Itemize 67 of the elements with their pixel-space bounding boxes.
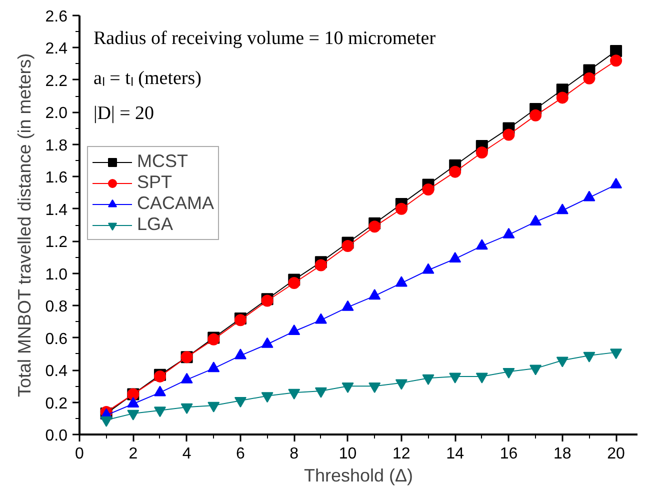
x-tick-label: 20 [607,446,626,462]
y-tick-label: 1.6 [45,170,68,187]
annotation: aₗ = tₗ (meters) [94,68,202,89]
point [261,392,274,403]
legend-label: MCST [137,151,188,172]
point [342,240,354,252]
point [476,146,488,158]
point [610,348,622,360]
point [314,259,327,272]
point [395,202,408,215]
y-tick-label: 0.6 [45,330,68,348]
y-tick-label: 2.0 [45,105,68,122]
x-tick-label: 14 [446,446,464,462]
point [368,382,381,394]
x-tick-label: 4 [182,446,192,462]
point [610,54,622,67]
y-tick-label: 0.2 [45,395,68,412]
x-tick-label: 8 [290,446,299,462]
point [288,277,300,290]
x-tick-label: 2 [128,446,138,462]
point [342,382,354,394]
point [180,403,193,414]
point [288,388,300,400]
y-tick-label: 2.4 [45,40,68,58]
y-tick-label: 1.8 [45,137,68,154]
point [449,372,462,384]
point [556,356,568,368]
point [502,368,515,378]
point [395,379,408,390]
point [208,402,220,412]
y-tick-label: 1.4 [45,202,68,219]
y-tick-label: 2.2 [45,72,68,90]
point [368,220,381,233]
annotation: |D| = 20 [94,103,154,124]
point [234,396,246,408]
point [100,416,112,427]
point [502,128,515,141]
x-tick-label: 16 [500,446,518,462]
legend-label: SPT [137,172,172,193]
y-tick-label: 1.0 [45,266,68,284]
point [530,109,542,122]
point [422,374,434,385]
y-tick-label: 2.6 [45,8,68,26]
point [154,406,166,418]
y-tick-label: 0.0 [45,428,68,444]
point [583,72,596,84]
annotation: Radius of receiving volume = 10 micrometer [94,28,436,49]
x-tick-label: 6 [236,446,246,462]
y-axis-title: Total MNBOT travelled distance (in meters) [14,53,34,398]
point [127,410,140,420]
y-tick-label: 0.8 [45,298,68,316]
x-tick-label: 18 [553,446,572,462]
point [556,92,568,104]
point [583,352,596,362]
legend-label: LGA [137,214,174,235]
point [422,184,434,196]
x-axis-title: Threshold (Δ) [304,466,414,486]
legend-label: CACAMA [137,193,214,214]
point [476,372,488,384]
x-tick-label: 0 [75,446,84,462]
y-tick-label: 1.2 [45,234,68,252]
point [314,387,327,398]
point [530,364,542,376]
y-tick-label: 0.4 [45,363,68,380]
point [449,166,462,178]
x-tick-label: 12 [392,446,410,462]
x-tick-label: 10 [338,446,357,462]
